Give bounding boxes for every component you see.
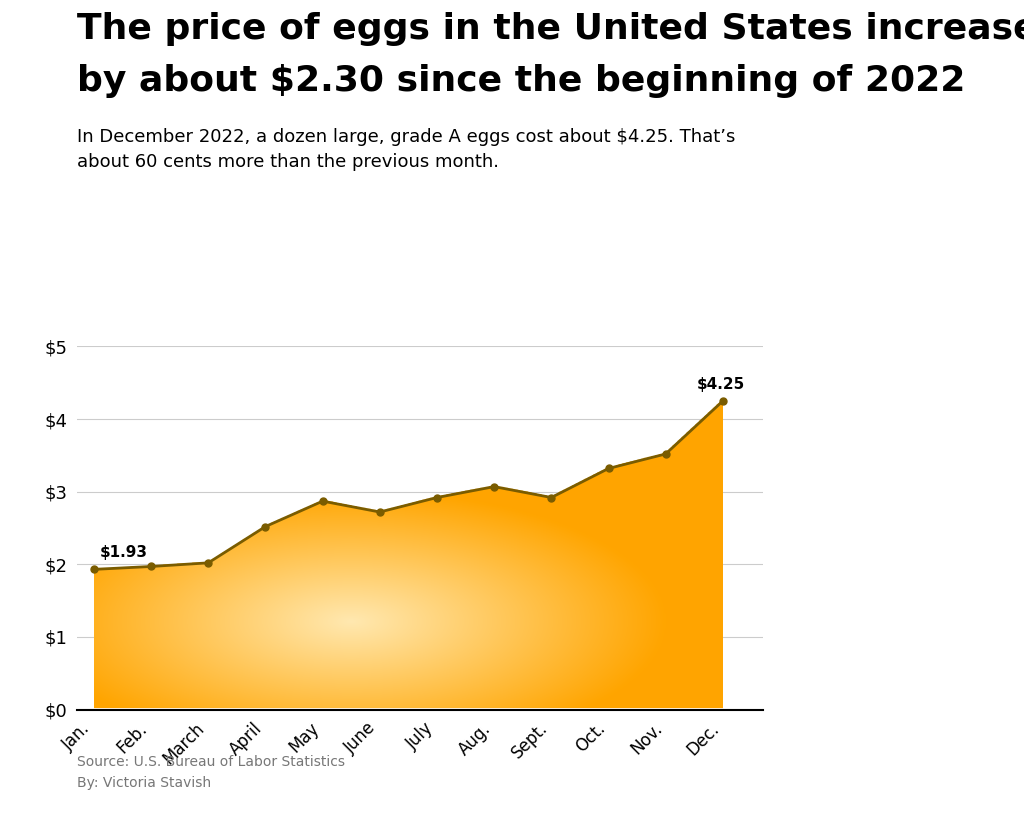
Text: In December 2022, a dozen large, grade A eggs cost about $4.25. That’s
about 60 : In December 2022, a dozen large, grade A… bbox=[77, 128, 735, 171]
Text: by about $2.30 since the beginning of 2022: by about $2.30 since the beginning of 20… bbox=[77, 64, 966, 98]
Text: By: Victoria Stavish: By: Victoria Stavish bbox=[77, 776, 211, 790]
Text: Source: U.S. Bureau of Labor Statistics: Source: U.S. Bureau of Labor Statistics bbox=[77, 755, 345, 769]
Text: The price of eggs in the United States increased: The price of eggs in the United States i… bbox=[77, 12, 1024, 46]
Text: $1.93: $1.93 bbox=[99, 545, 147, 560]
Text: $4.25: $4.25 bbox=[697, 376, 745, 392]
